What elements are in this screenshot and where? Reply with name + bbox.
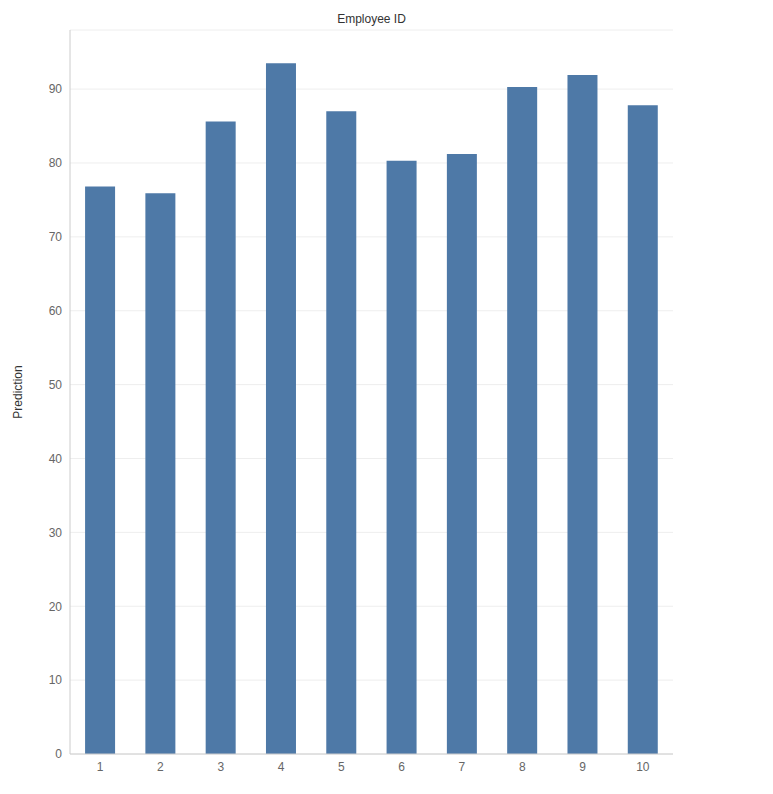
svg-text:4: 4 [278, 760, 285, 774]
svg-text:3: 3 [217, 760, 224, 774]
svg-text:50: 50 [49, 378, 63, 392]
svg-text:2: 2 [157, 760, 164, 774]
svg-text:10: 10 [49, 673, 63, 687]
svg-text:5: 5 [338, 760, 345, 774]
svg-text:40: 40 [49, 452, 63, 466]
svg-text:9: 9 [579, 760, 586, 774]
html-text:Employee ID: Employee ID [337, 12, 406, 26]
svg-text:20: 20 [49, 600, 63, 614]
svg-text:8: 8 [519, 760, 526, 774]
svg-text:80: 80 [49, 156, 63, 170]
svg-text:0: 0 [55, 747, 62, 761]
svg-text:60: 60 [49, 304, 63, 318]
svg-text:Prediction: Prediction [11, 365, 25, 418]
svg-text:10: 10 [636, 760, 650, 774]
svg-text:1: 1 [97, 760, 104, 774]
svg-text:70: 70 [49, 230, 63, 244]
svg-text:7: 7 [459, 760, 466, 774]
svg-text:6: 6 [398, 760, 405, 774]
svg-text:90: 90 [49, 82, 63, 96]
svg-text:30: 30 [49, 526, 63, 540]
